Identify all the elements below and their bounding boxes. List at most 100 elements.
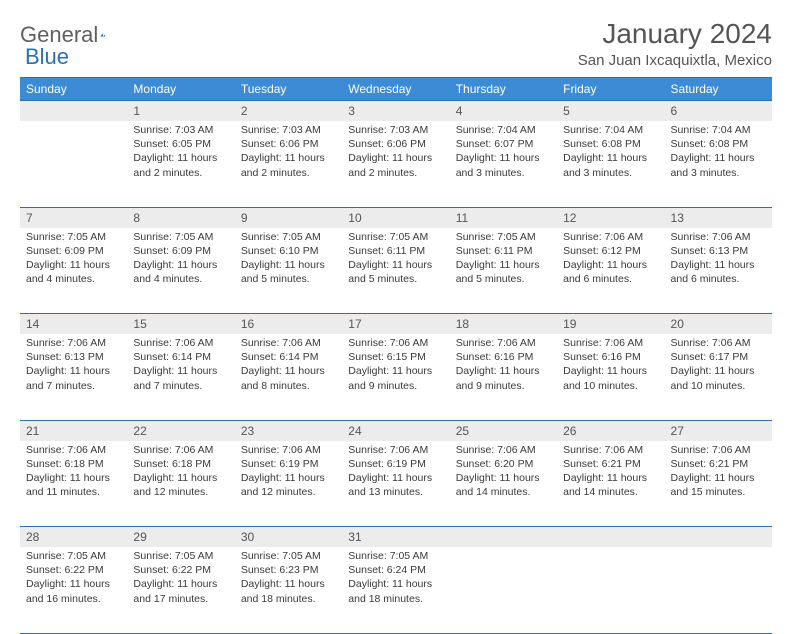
day-cell: Sunrise: 7:06 AMSunset: 6:21 PMDaylight:… <box>557 441 664 527</box>
day-cell: Sunrise: 7:05 AMSunset: 6:24 PMDaylight:… <box>342 547 449 633</box>
day-number-cell: 12 <box>557 207 664 228</box>
day-number: 11 <box>450 208 557 228</box>
sunset-text: Sunset: 6:19 PM <box>241 457 336 471</box>
day-header: Friday <box>557 78 664 101</box>
day-cell: Sunrise: 7:06 AMSunset: 6:12 PMDaylight:… <box>557 228 664 314</box>
day-header: Thursday <box>450 78 557 101</box>
daylight-text: Daylight: 11 hours and 7 minutes. <box>26 364 121 392</box>
day-cell: Sunrise: 7:06 AMSunset: 6:17 PMDaylight:… <box>665 334 772 420</box>
day-number: 9 <box>235 208 342 228</box>
daylight-text: Daylight: 11 hours and 12 minutes. <box>241 471 336 499</box>
sunset-text: Sunset: 6:09 PM <box>133 244 228 258</box>
day-number-cell: 17 <box>342 314 449 335</box>
day-number-cell: 28 <box>20 527 127 548</box>
sunrise-text: Sunrise: 7:06 AM <box>563 230 658 244</box>
day-number: 29 <box>127 527 234 547</box>
sunset-text: Sunset: 6:16 PM <box>563 350 658 364</box>
day-cell: Sunrise: 7:04 AMSunset: 6:08 PMDaylight:… <box>557 121 664 207</box>
daylight-text: Daylight: 11 hours and 7 minutes. <box>133 364 228 392</box>
daylight-text: Daylight: 11 hours and 9 minutes. <box>456 364 551 392</box>
daylight-text: Daylight: 11 hours and 10 minutes. <box>671 364 766 392</box>
daylight-text: Daylight: 11 hours and 15 minutes. <box>671 471 766 499</box>
day-cell <box>557 547 664 633</box>
sunrise-text: Sunrise: 7:06 AM <box>348 336 443 350</box>
day-details: Sunrise: 7:05 AMSunset: 6:09 PMDaylight:… <box>127 228 234 293</box>
day-number-cell: 24 <box>342 420 449 441</box>
calendar-table: SundayMondayTuesdayWednesdayThursdayFrid… <box>20 77 772 634</box>
daylight-text: Daylight: 11 hours and 12 minutes. <box>133 471 228 499</box>
day-number: 14 <box>20 314 127 334</box>
sunset-text: Sunset: 6:09 PM <box>26 244 121 258</box>
sunrise-text: Sunrise: 7:06 AM <box>563 336 658 350</box>
day-details: Sunrise: 7:04 AMSunset: 6:08 PMDaylight:… <box>665 121 772 186</box>
day-number-cell: 3 <box>342 101 449 122</box>
day-cell: Sunrise: 7:05 AMSunset: 6:22 PMDaylight:… <box>127 547 234 633</box>
sunrise-text: Sunrise: 7:06 AM <box>26 336 121 350</box>
sunset-text: Sunset: 6:15 PM <box>348 350 443 364</box>
day-cell <box>20 121 127 207</box>
day-number: 20 <box>665 314 772 334</box>
daylight-text: Daylight: 11 hours and 9 minutes. <box>348 364 443 392</box>
week-daynum-row: 14151617181920 <box>20 314 772 335</box>
day-number: 4 <box>450 101 557 121</box>
day-number: 8 <box>127 208 234 228</box>
day-cell: Sunrise: 7:06 AMSunset: 6:14 PMDaylight:… <box>127 334 234 420</box>
day-number-cell: 13 <box>665 207 772 228</box>
sunset-text: Sunset: 6:22 PM <box>26 563 121 577</box>
day-details: Sunrise: 7:06 AMSunset: 6:16 PMDaylight:… <box>450 334 557 399</box>
day-number-cell <box>20 101 127 122</box>
day-number <box>557 527 664 547</box>
sunrise-text: Sunrise: 7:06 AM <box>241 336 336 350</box>
sunrise-text: Sunrise: 7:04 AM <box>456 123 551 137</box>
day-number-cell: 1 <box>127 101 234 122</box>
day-cell: Sunrise: 7:05 AMSunset: 6:11 PMDaylight:… <box>342 228 449 314</box>
day-number-cell: 9 <box>235 207 342 228</box>
daylight-text: Daylight: 11 hours and 3 minutes. <box>456 151 551 179</box>
day-details: Sunrise: 7:06 AMSunset: 6:13 PMDaylight:… <box>20 334 127 399</box>
sunset-text: Sunset: 6:13 PM <box>671 244 766 258</box>
day-number-cell <box>557 527 664 548</box>
daylight-text: Daylight: 11 hours and 2 minutes. <box>133 151 228 179</box>
sunset-text: Sunset: 6:08 PM <box>671 137 766 151</box>
day-details: Sunrise: 7:05 AMSunset: 6:22 PMDaylight:… <box>127 547 234 612</box>
day-cell: Sunrise: 7:06 AMSunset: 6:16 PMDaylight:… <box>450 334 557 420</box>
sunrise-text: Sunrise: 7:03 AM <box>133 123 228 137</box>
daylight-text: Daylight: 11 hours and 14 minutes. <box>456 471 551 499</box>
sunset-text: Sunset: 6:06 PM <box>348 137 443 151</box>
day-number-cell: 22 <box>127 420 234 441</box>
day-number: 26 <box>557 421 664 441</box>
sunset-text: Sunset: 6:07 PM <box>456 137 551 151</box>
daylight-text: Daylight: 11 hours and 18 minutes. <box>241 577 336 605</box>
daylight-text: Daylight: 11 hours and 17 minutes. <box>133 577 228 605</box>
sunrise-text: Sunrise: 7:03 AM <box>241 123 336 137</box>
day-cell: Sunrise: 7:06 AMSunset: 6:13 PMDaylight:… <box>665 228 772 314</box>
day-details: Sunrise: 7:06 AMSunset: 6:14 PMDaylight:… <box>235 334 342 399</box>
day-number-cell: 31 <box>342 527 449 548</box>
sunset-text: Sunset: 6:21 PM <box>671 457 766 471</box>
sunrise-text: Sunrise: 7:05 AM <box>26 230 121 244</box>
sunset-text: Sunset: 6:13 PM <box>26 350 121 364</box>
calendar-head: SundayMondayTuesdayWednesdayThursdayFrid… <box>20 78 772 101</box>
day-number-cell: 27 <box>665 420 772 441</box>
day-number-cell: 26 <box>557 420 664 441</box>
day-header: Sunday <box>20 78 127 101</box>
sunset-text: Sunset: 6:10 PM <box>241 244 336 258</box>
day-details: Sunrise: 7:05 AMSunset: 6:23 PMDaylight:… <box>235 547 342 612</box>
week-daynum-row: 78910111213 <box>20 207 772 228</box>
day-number-cell <box>665 527 772 548</box>
sunrise-text: Sunrise: 7:05 AM <box>26 549 121 563</box>
day-details: Sunrise: 7:06 AMSunset: 6:16 PMDaylight:… <box>557 334 664 399</box>
day-number-cell: 4 <box>450 101 557 122</box>
sunset-text: Sunset: 6:18 PM <box>26 457 121 471</box>
day-header: Tuesday <box>235 78 342 101</box>
day-number: 5 <box>557 101 664 121</box>
sunset-text: Sunset: 6:14 PM <box>133 350 228 364</box>
daylight-text: Daylight: 11 hours and 4 minutes. <box>133 258 228 286</box>
sunrise-text: Sunrise: 7:06 AM <box>671 336 766 350</box>
sunrise-text: Sunrise: 7:06 AM <box>26 443 121 457</box>
day-details: Sunrise: 7:06 AMSunset: 6:18 PMDaylight:… <box>20 441 127 506</box>
daylight-text: Daylight: 11 hours and 5 minutes. <box>348 258 443 286</box>
daylight-text: Daylight: 11 hours and 16 minutes. <box>26 577 121 605</box>
logo-text-right: Blue <box>25 44 69 69</box>
daylight-text: Daylight: 11 hours and 6 minutes. <box>671 258 766 286</box>
